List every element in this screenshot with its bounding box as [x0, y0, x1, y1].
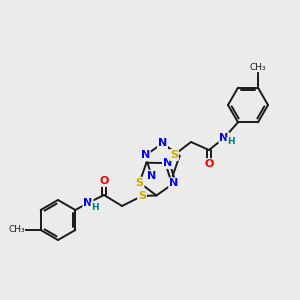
Text: H: H [91, 202, 99, 211]
Text: N: N [141, 150, 150, 161]
Text: O: O [204, 159, 214, 169]
Text: CH₃: CH₃ [8, 226, 25, 235]
Text: N: N [219, 133, 229, 143]
Text: H: H [227, 137, 235, 146]
Text: S: S [170, 150, 178, 160]
Text: N: N [163, 158, 172, 168]
Text: CH₃: CH₃ [250, 63, 266, 72]
Text: S: S [136, 178, 143, 188]
Text: N: N [147, 171, 156, 181]
Text: O: O [99, 176, 109, 186]
Text: S: S [138, 191, 146, 201]
Text: N: N [169, 178, 178, 188]
Text: N: N [158, 138, 167, 148]
Text: N: N [83, 198, 93, 208]
